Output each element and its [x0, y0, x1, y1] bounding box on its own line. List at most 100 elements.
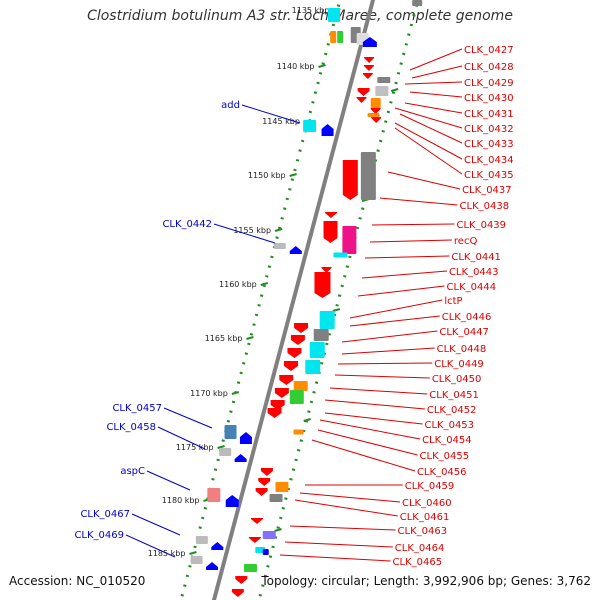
- gene-label-right: CLK_0446: [442, 312, 492, 323]
- kbp-tick-label: 1150 kbp: [248, 171, 286, 180]
- feature-arrow: [325, 212, 338, 218]
- gene-label-left: CLK_0458: [106, 422, 156, 433]
- feature-box: [269, 494, 283, 502]
- leader-line: [279, 554, 391, 562]
- feature-box: [319, 311, 335, 329]
- leader-line: [379, 197, 458, 206]
- leader-line: [299, 492, 401, 503]
- kbp-tick-label: 1140 kbp: [277, 62, 315, 71]
- inner-ruler-tick: [390, 88, 399, 92]
- feature-box: [273, 243, 286, 249]
- feature-arrow: [357, 88, 370, 96]
- gene-label-right: CLK_0443: [449, 267, 499, 278]
- inner-ruler-tick: [332, 308, 341, 312]
- gene-label-right: CLK_0437: [462, 185, 512, 196]
- leader-line: [357, 285, 445, 297]
- feature-arrow: [362, 37, 377, 47]
- leader-line: [394, 107, 463, 129]
- inner-ruler-tick: [274, 528, 282, 532]
- leader-line: [329, 387, 428, 395]
- leader-line: [125, 534, 176, 558]
- gene-label-left: aspC: [120, 466, 145, 477]
- feature-arrow: [255, 488, 268, 496]
- gene-label-left: CLK_0467: [80, 509, 130, 520]
- backbone-line: [211, 0, 376, 600]
- leader-line: [409, 48, 463, 71]
- leader-line: [131, 513, 181, 536]
- gene-label-right: CLK_0444: [447, 282, 497, 293]
- feature-arrow: [290, 335, 305, 345]
- kbp-tick-label: 1170 kbp: [190, 389, 228, 398]
- leader-line: [241, 104, 301, 124]
- kbp-tick-mark: [318, 64, 326, 68]
- leader-line: [411, 65, 463, 79]
- feature-box: [207, 488, 221, 502]
- gene-label-right: CLK_0448: [437, 344, 487, 355]
- feature-box: [375, 86, 389, 96]
- feature-arrow: [231, 589, 244, 597]
- feature-box: [303, 120, 317, 132]
- kbp-tick-label: 1165 kbp: [205, 334, 243, 343]
- leader-line: [324, 399, 425, 410]
- feature-arrow: [239, 432, 252, 444]
- leader-line: [324, 412, 423, 425]
- feature-arrow: [234, 454, 247, 462]
- feature-arrow: [294, 323, 309, 333]
- kbp-tick-mark: [246, 336, 254, 340]
- leader-line: [341, 330, 438, 343]
- gene-label-left: add: [221, 100, 240, 111]
- leader-line: [146, 470, 191, 491]
- feature-arrow: [279, 375, 294, 385]
- feature-arrow: [362, 73, 373, 79]
- feature-box: [333, 252, 348, 258]
- gene-label-right: CLK_0434: [464, 155, 514, 166]
- feature-box: [330, 31, 337, 43]
- feature-box: [305, 360, 321, 374]
- gene-label-right: CLK_0428: [464, 62, 514, 73]
- accession-text: Accession: NC_010520: [9, 574, 146, 588]
- leader-line: [157, 426, 206, 450]
- gene-label-right: CLK_0450: [432, 374, 482, 385]
- feature-arrow: [371, 117, 382, 123]
- feature-box: [377, 77, 391, 83]
- feature-arrow: [225, 495, 239, 507]
- leader-line: [319, 419, 421, 440]
- leader-line: [294, 499, 398, 517]
- feature-box: [337, 31, 344, 43]
- leader-line: [394, 127, 463, 175]
- leader-line: [317, 429, 418, 456]
- gene-label-right: CLK_0460: [402, 498, 452, 509]
- gene-label-right: CLK_0433: [464, 139, 514, 150]
- feature-box: [190, 556, 203, 564]
- feature-arrow: [274, 388, 289, 398]
- feature-box: [293, 429, 304, 435]
- leader-line: [341, 347, 435, 355]
- feature-arrow: [211, 542, 224, 550]
- feature-box: [262, 531, 276, 539]
- kbp-tick-label: 1145 kbp: [262, 117, 300, 126]
- gene-label-right: CLK_0431: [464, 109, 514, 120]
- leader-line: [361, 270, 448, 279]
- outer-ruler-dotted: [179, 0, 342, 600]
- feature-box: [370, 98, 381, 108]
- gene-label-right: CLK_0459: [405, 481, 455, 492]
- feature-arrow: [314, 272, 331, 298]
- feature-box: [367, 113, 380, 117]
- leader-line: [213, 223, 276, 244]
- kbp-tick-label: 1155 kbp: [233, 226, 271, 235]
- feature-arrow: [267, 408, 282, 418]
- gene-label-right: CLK_0461: [400, 512, 450, 523]
- gene-label-left: CLK_0442: [162, 219, 212, 230]
- leader-line: [349, 315, 440, 327]
- feature-arrow: [235, 576, 248, 584]
- gene-label-right: CLK_0439: [456, 220, 506, 231]
- gene-label-right: CLK_0449: [434, 359, 484, 370]
- gene-label-right: CLK_0455: [420, 451, 470, 462]
- leader-line: [349, 299, 443, 319]
- gene-label-right: CLK_0464: [395, 543, 445, 554]
- kbp-tick-label: 1180 kbp: [162, 496, 200, 505]
- gene-label-right: CLK_0427: [464, 45, 514, 56]
- kbp-tick-mark: [289, 173, 297, 177]
